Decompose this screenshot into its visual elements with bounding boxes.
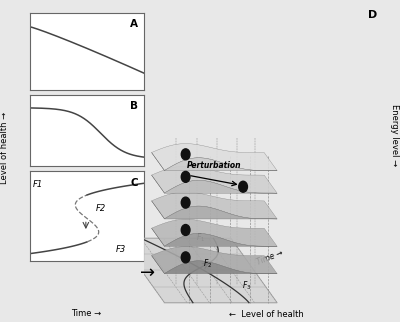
Circle shape	[181, 149, 190, 160]
Polygon shape	[164, 180, 277, 193]
Text: D: D	[368, 10, 377, 20]
Circle shape	[181, 197, 190, 208]
Polygon shape	[164, 261, 277, 274]
Polygon shape	[152, 192, 277, 219]
Polygon shape	[152, 144, 277, 171]
Circle shape	[239, 181, 248, 192]
Polygon shape	[152, 175, 164, 193]
Text: $F_3$: $F_3$	[242, 279, 251, 292]
Polygon shape	[152, 219, 277, 246]
Polygon shape	[164, 233, 277, 246]
Polygon shape	[152, 247, 277, 274]
Polygon shape	[164, 158, 277, 171]
Polygon shape	[118, 238, 277, 303]
Text: A: A	[130, 19, 138, 29]
Text: Perturbation: Perturbation	[187, 161, 242, 170]
Circle shape	[181, 224, 190, 235]
Polygon shape	[152, 166, 277, 193]
Text: F3: F3	[116, 245, 126, 254]
Polygon shape	[152, 256, 164, 274]
Text: B: B	[130, 101, 138, 111]
Circle shape	[181, 252, 190, 263]
Text: Time →: Time →	[255, 248, 284, 267]
Polygon shape	[152, 228, 164, 246]
Text: Energy level →: Energy level →	[390, 104, 399, 166]
Text: F2: F2	[96, 204, 106, 213]
Polygon shape	[152, 153, 164, 171]
Text: Level of health →: Level of health →	[0, 112, 9, 184]
Text: $F_2$: $F_2$	[203, 258, 212, 270]
Text: F1: F1	[33, 180, 43, 189]
Polygon shape	[152, 201, 164, 219]
Text: ←  Level of health: ← Level of health	[229, 310, 303, 319]
Text: Time →: Time →	[71, 309, 101, 318]
Text: $F_1$: $F_1$	[196, 232, 205, 244]
Text: C: C	[131, 178, 138, 188]
Circle shape	[181, 171, 190, 182]
Text: $\rightarrow$: $\rightarrow$	[136, 263, 156, 281]
Polygon shape	[164, 206, 277, 219]
